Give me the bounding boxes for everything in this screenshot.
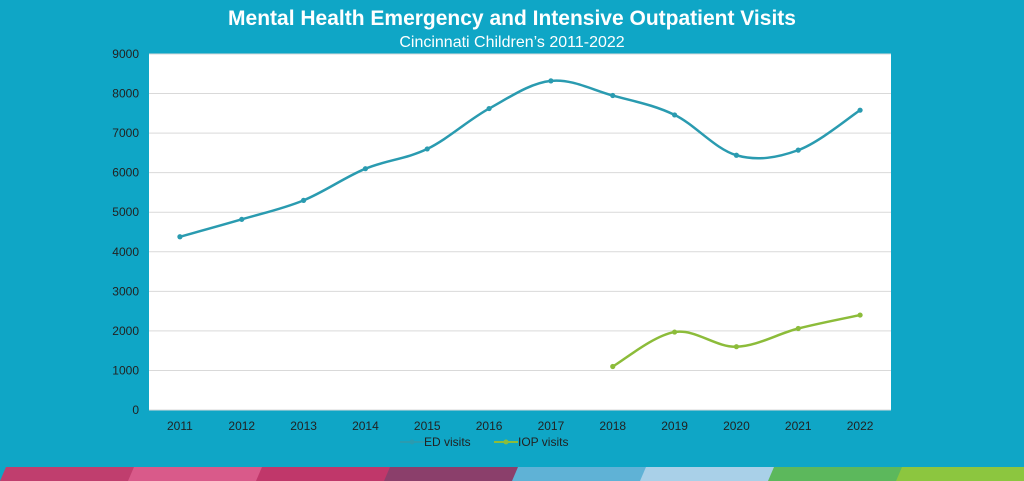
y-tick-label: 1000 — [112, 363, 139, 377]
x-tick-label: 2012 — [228, 419, 255, 433]
legend-marker — [503, 439, 509, 445]
data-point — [733, 152, 740, 158]
x-tick-label: 2014 — [352, 419, 379, 433]
x-tick-label: 2019 — [661, 419, 688, 433]
data-point — [486, 105, 492, 112]
band-segment — [768, 467, 910, 481]
data-point — [610, 363, 616, 370]
band-segment — [512, 467, 654, 481]
y-tick-label: 6000 — [112, 166, 139, 180]
band-segment — [0, 467, 142, 481]
y-tick-label: 2000 — [112, 324, 139, 338]
y-tick-label: 4000 — [112, 245, 139, 259]
plot-area — [149, 54, 891, 410]
legend-label: IOP visits — [518, 435, 568, 449]
series-lines — [177, 78, 863, 370]
chart-title: Mental Health Emergency and Intensive Ou… — [228, 7, 796, 30]
series-ed-visits — [177, 78, 863, 240]
y-tick-label: 7000 — [112, 126, 139, 140]
x-tick-label: 2011 — [167, 419, 193, 433]
data-point — [300, 197, 307, 203]
chart-subtitle: Cincinnati Children’s 2011-2022 — [399, 34, 625, 51]
x-tick-label: 2018 — [599, 419, 626, 433]
decorative-color-band — [0, 467, 1024, 481]
band-segment — [384, 467, 526, 481]
band-segment — [128, 467, 270, 481]
data-point — [424, 146, 430, 152]
legend-label: ED visits — [424, 435, 471, 449]
data-point — [733, 344, 740, 350]
x-tick-label: 2013 — [290, 419, 317, 433]
x-axis-ticks: 2011 2012 2013 2014 2015 2016 2017 2018 2019 2020… — [167, 419, 874, 433]
series-line — [612, 313, 861, 368]
data-point — [795, 147, 801, 153]
data-point — [857, 312, 863, 318]
y-tick-label: 3000 — [112, 284, 139, 298]
series-line — [179, 79, 861, 238]
y-tick-label: 0 — [132, 403, 139, 417]
x-tick-label: 2017 — [538, 419, 565, 433]
data-point — [362, 166, 369, 172]
x-tick-label: 2020 — [723, 419, 750, 433]
data-point — [177, 234, 183, 240]
data-point — [671, 329, 678, 335]
x-tick-label: 2015 — [414, 419, 441, 433]
data-point — [610, 92, 616, 99]
y-tick-label: 8000 — [112, 87, 139, 101]
band-segment — [256, 467, 398, 481]
x-tick-label: 2022 — [847, 419, 874, 433]
data-point — [795, 325, 801, 332]
data-point — [239, 216, 245, 222]
gridlines — [149, 53, 891, 411]
legend: ED visits IOP visits — [400, 435, 568, 449]
legend-marker — [409, 439, 415, 445]
y-tick-label: 9000 — [112, 47, 139, 61]
data-point — [857, 107, 863, 113]
y-axis-ticks: 0 1000 2000 3000 4000 5000 6000 7000 8000 9000 — [112, 47, 139, 417]
series-iop-visits — [610, 312, 863, 370]
y-tick-label: 5000 — [112, 205, 139, 219]
legend-item: ED visits — [400, 435, 471, 449]
x-tick-label: 2021 — [785, 419, 812, 433]
data-point — [548, 78, 554, 84]
data-point — [671, 112, 678, 118]
band-segment — [640, 467, 782, 481]
band-segment — [896, 467, 1024, 481]
x-tick-label: 2016 — [476, 419, 503, 433]
legend-item: IOP visits — [494, 435, 568, 449]
